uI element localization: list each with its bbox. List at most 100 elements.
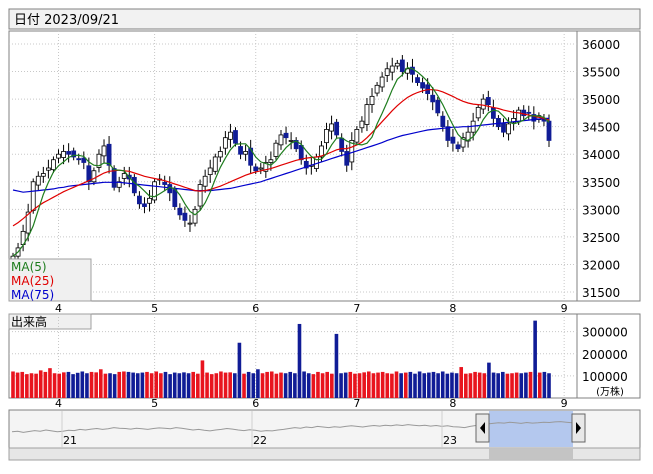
- volume-bar: [200, 360, 205, 398]
- volume-bar: [450, 372, 454, 398]
- volume-bar: [459, 367, 464, 398]
- chevron-left-icon: [480, 422, 485, 434]
- price-tick-label: 35000: [582, 93, 620, 107]
- volume-tick-label: 100000: [582, 370, 628, 384]
- volume-bar: [191, 371, 196, 398]
- price-x-tick-labels: 4 5 6 7 8 9: [55, 302, 568, 315]
- volume-bar: [330, 373, 334, 398]
- volume-bar: [288, 371, 293, 398]
- volume-x-tick-labels: 4 5 6 7 8 9: [55, 397, 568, 410]
- volume-bar: [265, 371, 269, 398]
- volume-bar: [403, 372, 408, 398]
- volume-bar: [52, 373, 57, 398]
- price-x-tick: 6: [252, 302, 259, 315]
- ma-legend-box: [8, 258, 92, 302]
- candle-body: [142, 203, 147, 207]
- volume-bar: [237, 342, 242, 398]
- candle-body: [475, 106, 481, 119]
- candle-body: [288, 140, 294, 142]
- volume-bar: [514, 372, 519, 398]
- candle-body: [546, 120, 552, 141]
- volume-bar: [126, 371, 131, 398]
- candlestick-series: [10, 55, 552, 274]
- candle-body: [86, 165, 92, 183]
- navigator-x-tick-labels: 21 22 23: [61, 411, 457, 447]
- volume-bar: [343, 372, 348, 398]
- price-grid: [9, 31, 577, 301]
- candle-body: [182, 212, 188, 221]
- volume-bar: [427, 372, 431, 398]
- ma25-line: [12, 89, 550, 227]
- candle-body: [91, 170, 97, 183]
- volume-bar: [43, 371, 48, 398]
- candle-body: [480, 98, 486, 110]
- candle-body: [258, 167, 264, 170]
- candle-body: [399, 59, 405, 72]
- navigator-scroll-thumb[interactable]: [489, 449, 573, 459]
- volume-bar: [353, 373, 357, 398]
- volume-bar: [320, 373, 325, 398]
- volume-bars: [11, 320, 551, 398]
- legend-ma75: MA(75): [11, 288, 54, 302]
- volume-bar: [524, 372, 528, 398]
- volume-bar: [477, 372, 482, 398]
- volume-bar: [219, 371, 223, 398]
- candle-body: [137, 195, 142, 205]
- volume-bar: [149, 373, 154, 398]
- navigator-right-handle[interactable]: [571, 413, 586, 443]
- candle-body: [192, 208, 198, 224]
- volume-bar: [468, 373, 473, 398]
- candle-body: [298, 145, 304, 161]
- candle-body: [445, 126, 451, 141]
- volume-bar: [297, 323, 302, 398]
- candle-body: [71, 150, 77, 158]
- candle-body: [319, 145, 324, 158]
- navigator-tick: 21: [63, 434, 77, 447]
- volume-bar: [500, 371, 505, 398]
- candle-body: [420, 82, 425, 89]
- volume-bar: [547, 373, 551, 398]
- volume-bar: [362, 372, 366, 398]
- volume-bar: [66, 371, 71, 398]
- navigator-left-handle[interactable]: [475, 413, 490, 443]
- candle-body: [455, 144, 461, 150]
- candle-body: [531, 114, 537, 122]
- volume-bar: [75, 372, 80, 398]
- navigator-scrollbar[interactable]: [8, 447, 641, 461]
- volume-bar: [293, 373, 297, 398]
- price-x-tick: 4: [55, 302, 62, 315]
- volume-bar: [417, 371, 422, 398]
- volume-bar: [394, 371, 399, 398]
- candle-body: [349, 140, 355, 163]
- volume-bar: [15, 372, 20, 398]
- volume-bar: [528, 371, 533, 398]
- volume-bar: [29, 373, 34, 398]
- candle-body: [394, 62, 400, 67]
- candle-body: [147, 197, 152, 204]
- volume-bar: [348, 371, 353, 398]
- volume-bar: [376, 372, 380, 398]
- volume-bar: [172, 372, 177, 398]
- volume-bar: [491, 372, 496, 398]
- volume-bar: [145, 371, 149, 398]
- volume-bar: [390, 373, 394, 398]
- volume-bar: [25, 374, 29, 398]
- volume-label: 出来高: [11, 314, 47, 329]
- candle-body: [384, 68, 390, 76]
- price-tick-label: 33500: [582, 176, 620, 190]
- volume-bar: [38, 370, 43, 398]
- volume-bar: [366, 371, 371, 398]
- candle-body: [485, 97, 491, 106]
- navigator-selection[interactable]: [489, 411, 573, 447]
- navigator-tick: 23: [443, 434, 457, 447]
- candle-body: [61, 151, 66, 158]
- volume-bar: [57, 373, 62, 398]
- volume-bar: [89, 371, 94, 398]
- candle-body: [66, 151, 72, 155]
- volume-bar: [283, 373, 288, 398]
- candle-body: [30, 181, 36, 211]
- candle-body: [369, 95, 375, 106]
- candle-body: [359, 120, 365, 129]
- volume-bar: [205, 372, 209, 398]
- candle-body: [111, 168, 117, 188]
